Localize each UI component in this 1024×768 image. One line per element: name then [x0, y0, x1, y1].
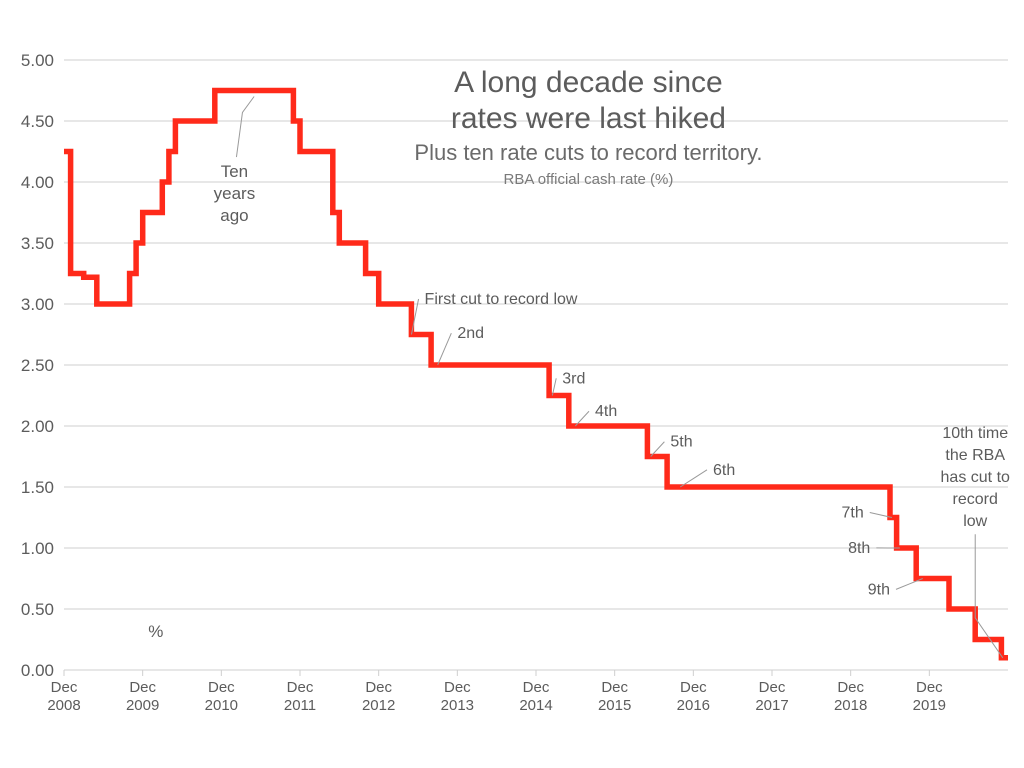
x-tick-label-month: Dec [916, 679, 943, 696]
y-tick-label: 1.00 [21, 539, 54, 558]
x-tick-label-year: 2013 [441, 697, 474, 714]
y-tick-label: 2.00 [21, 417, 54, 436]
chart-container: 0.00 0.50 1.00 1.50 2.00 2.50 3.00 3.50 4.00 4.50… [0, 0, 1024, 768]
chart-title-line2: rates were last hiked [451, 102, 726, 135]
annot-10th: has cut to [941, 469, 1010, 486]
x-tick-label-month: Dec [51, 679, 78, 696]
x-tick-label-year: 2012 [362, 697, 395, 714]
annot-8th: 8th [848, 540, 870, 557]
y-tick-label: 2.50 [21, 356, 54, 375]
x-tick-label-month: Dec [523, 679, 550, 696]
annot-first-cut: First cut to record low [425, 291, 578, 308]
x-tick-label-year: 2015 [598, 697, 631, 714]
annot-ten-years: years [214, 184, 256, 203]
x-tick-label-month: Dec [129, 679, 156, 696]
x-tick-label-year: 2016 [677, 697, 710, 714]
x-tick-label-year: 2014 [519, 697, 552, 714]
annot-10th: low [963, 513, 987, 530]
x-tick-label-month: Dec [759, 679, 786, 696]
chart-subtitle: Plus ten rate cuts to record territory. [414, 140, 762, 165]
annot-7th: 7th [842, 505, 864, 522]
x-tick-label-year: 2009 [126, 697, 159, 714]
annot-9th: 9th [868, 581, 890, 598]
x-tick-label-year: 2010 [205, 697, 238, 714]
rate-chart-svg: 0.00 0.50 1.00 1.50 2.00 2.50 3.00 3.50 4.00 4.50… [0, 0, 1024, 768]
x-tick-label-month: Dec [365, 679, 392, 696]
x-tick-label-year: 2008 [47, 697, 80, 714]
chart-title-line1: A long decade since [454, 66, 723, 99]
annot-ten-years: Ten [221, 162, 248, 181]
x-tick-label-month: Dec [208, 679, 235, 696]
x-tick-label-month: Dec [601, 679, 628, 696]
leader-ten-years [236, 97, 254, 158]
annot-10th: 10th time [942, 425, 1008, 442]
annot-10th: the RBA [945, 447, 1005, 464]
y-tick-label: 3.50 [21, 234, 54, 253]
y-tick-label: 5.00 [21, 51, 54, 70]
annot-3rd: 3rd [562, 370, 585, 387]
chart-subtitle2: RBA official cash rate (%) [504, 171, 674, 188]
y-tick-label: 1.50 [21, 478, 54, 497]
x-tick-label-month: Dec [287, 679, 314, 696]
x-tick-label-year: 2018 [834, 697, 867, 714]
x-tick-label-year: 2011 [284, 697, 316, 714]
annot-4th: 4th [595, 403, 617, 420]
y-tick-label: 0.50 [21, 600, 54, 619]
x-tick-label-year: 2019 [913, 697, 946, 714]
y-tick-label: 0.00 [21, 661, 54, 680]
y-tick-label: 4.00 [21, 173, 54, 192]
leader-9th [896, 579, 923, 590]
x-tick-label-month: Dec [444, 679, 471, 696]
annot-2nd: 2nd [457, 325, 484, 342]
x-tick-label-year: 2017 [755, 697, 788, 714]
pct-symbol: % [148, 622, 163, 641]
leader-2nd [438, 333, 452, 365]
annot-5th: 5th [670, 434, 692, 451]
annot-ten-years: ago [220, 206, 248, 225]
y-tick-label: 4.50 [21, 112, 54, 131]
x-tick-label-month: Dec [837, 679, 864, 696]
annot-10th: record [953, 491, 998, 508]
y-tick-label: 3.00 [21, 295, 54, 314]
annot-6th: 6th [713, 462, 735, 479]
x-tick-label-month: Dec [680, 679, 707, 696]
